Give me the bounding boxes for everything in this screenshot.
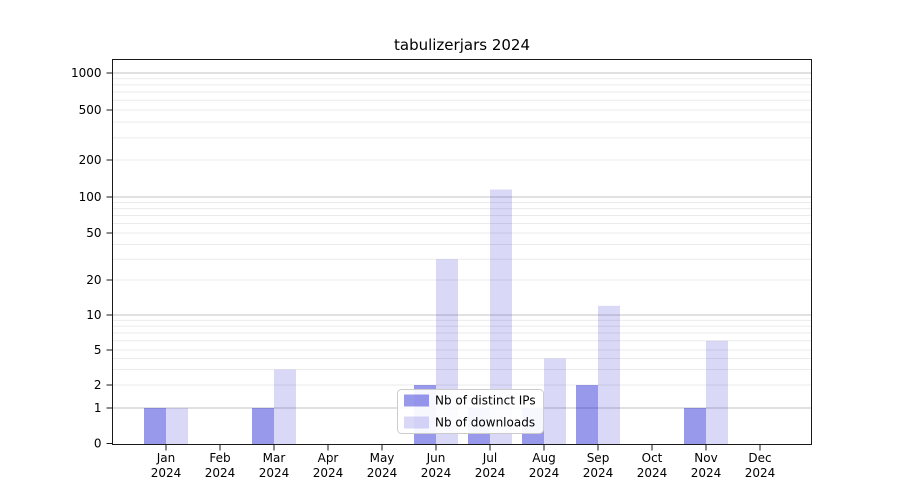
chart-title: tabulizerjars 2024 <box>394 36 530 54</box>
x-tick-label-month: Mar <box>263 451 286 465</box>
x-tick-label-year: 2024 <box>367 466 398 480</box>
x-tick-label-month: Jun <box>426 451 446 465</box>
y-tick-label: 20 <box>86 273 101 287</box>
x-tick-label-year: 2024 <box>637 466 668 480</box>
x-tick-label-year: 2024 <box>583 466 614 480</box>
bar-distinct-ips <box>252 408 274 445</box>
x-tick-label-year: 2024 <box>205 466 236 480</box>
legend-box <box>397 389 544 434</box>
x-tick-label-year: 2024 <box>691 466 722 480</box>
bar-downloads <box>706 340 728 445</box>
x-tick-label-month: Aug <box>532 451 555 465</box>
y-tick-label: 1 <box>94 401 102 415</box>
x-tick-label-month: Oct <box>642 451 663 465</box>
x-tick-label-month: Jul <box>482 451 497 465</box>
x-tick-label-month: Jan <box>156 451 176 465</box>
bar-downloads <box>166 408 188 445</box>
x-tick-label-year: 2024 <box>313 466 344 480</box>
x-tick-label-year: 2024 <box>151 466 182 480</box>
bar-distinct-ips <box>684 408 706 445</box>
x-tick-label-month: May <box>370 451 395 465</box>
x-tick-label-year: 2024 <box>421 466 452 480</box>
axes-group: 01251020501002005001000Jan2024Feb2024Mar… <box>71 59 812 480</box>
legend-group: Nb of distinct IPs Nb of downloads <box>397 389 544 434</box>
y-tick-label: 0 <box>94 437 102 451</box>
y-tick-label: 200 <box>79 153 102 167</box>
x-tick-label-year: 2024 <box>259 466 290 480</box>
x-tick-label-month: Feb <box>209 451 230 465</box>
legend-label: Nb of distinct IPs <box>435 394 536 408</box>
y-tick-label: 500 <box>79 103 102 117</box>
y-tick-label: 10 <box>86 308 101 322</box>
x-tick-label-year: 2024 <box>475 466 506 480</box>
legend-swatch <box>404 394 429 407</box>
x-tick-label-year: 2024 <box>529 466 560 480</box>
y-tick-label: 1000 <box>71 66 102 80</box>
bar-downloads <box>598 305 620 445</box>
y-tick-label: 50 <box>86 226 101 240</box>
bar-distinct-ips <box>576 385 598 445</box>
x-tick-label-month: Nov <box>694 451 717 465</box>
x-tick-label-month: Sep <box>587 451 610 465</box>
y-tick-label: 100 <box>79 190 102 204</box>
bar-downloads <box>490 189 512 445</box>
legend-label: Nb of downloads <box>435 416 535 430</box>
y-tick-label: 2 <box>94 378 102 392</box>
x-tick-label-month: Apr <box>318 451 339 465</box>
bar-downloads <box>544 358 566 445</box>
plot-frame <box>112 59 812 445</box>
y-tick-label: 5 <box>94 343 102 357</box>
x-tick-label-year: 2024 <box>745 466 776 480</box>
bar-downloads <box>274 369 296 445</box>
legend-swatch <box>404 416 429 429</box>
bar-distinct-ips <box>144 408 166 445</box>
x-tick-label-month: Dec <box>748 451 771 465</box>
